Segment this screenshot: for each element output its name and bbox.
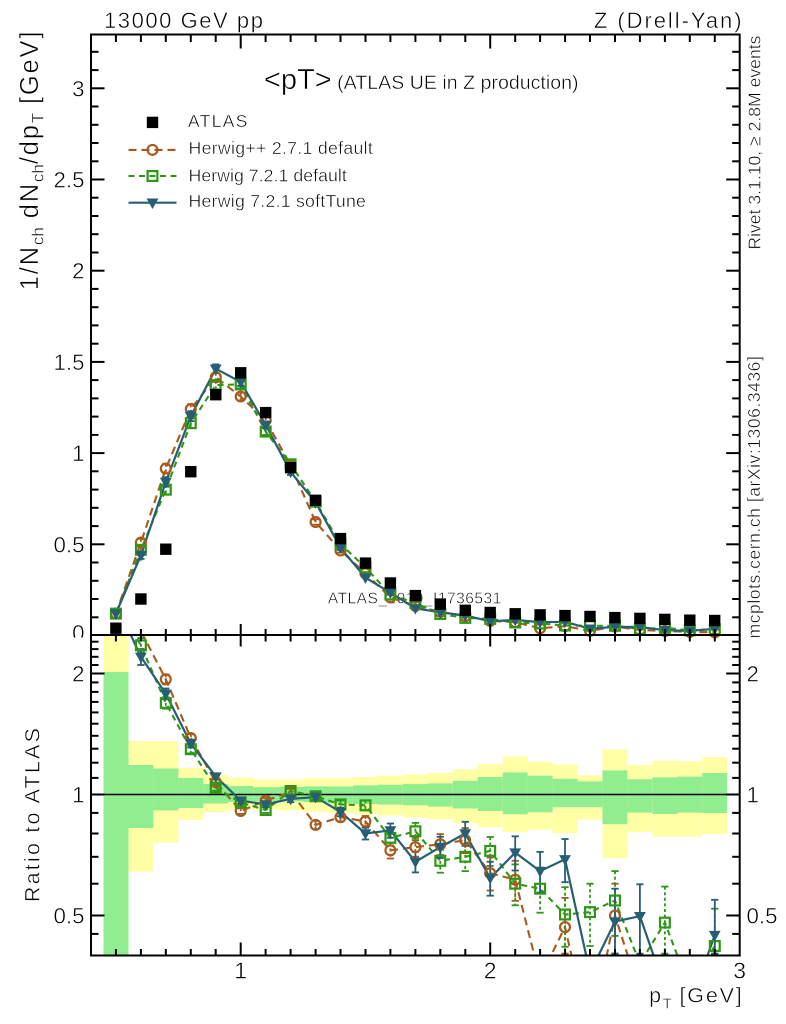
svg-text:2: 2 <box>747 662 759 687</box>
svg-text:Z (Drell-Yan): Z (Drell-Yan) <box>594 8 744 33</box>
svg-text:0.5: 0.5 <box>54 532 85 557</box>
svg-text:1: 1 <box>72 783 84 808</box>
svg-text:ATLAS: ATLAS <box>188 111 249 131</box>
svg-text:2: 2 <box>72 259 84 284</box>
svg-text:1: 1 <box>747 783 759 808</box>
svg-text:Rivet 3.1.10, ≥ 2.8M events: Rivet 3.1.10, ≥ 2.8M events <box>745 35 765 249</box>
svg-text:2: 2 <box>484 958 497 984</box>
svg-text:1: 1 <box>234 958 247 984</box>
svg-text:2.5: 2.5 <box>54 168 85 193</box>
svg-text:Herwig 7.2.1 softTune: Herwig 7.2.1 softTune <box>189 191 367 211</box>
svg-text:Herwig 7.2.1 default: Herwig 7.2.1 default <box>189 166 347 186</box>
svg-text:pT [GeV]: pT [GeV] <box>649 984 743 1013</box>
svg-text:13000 GeV pp: 13000 GeV pp <box>104 8 265 33</box>
svg-text:0.5: 0.5 <box>54 904 85 929</box>
svg-text:<pT> (ATLAS UE in Z production: <pT> (ATLAS UE in Z production) <box>264 64 579 96</box>
svg-text:3: 3 <box>733 958 746 984</box>
svg-text:1/Nch dNch/dpT [GeV]: 1/Nch dNch/dpT [GeV] <box>16 30 48 290</box>
svg-text:0: 0 <box>72 621 84 646</box>
svg-text:1.5: 1.5 <box>54 350 85 375</box>
svg-text:0.5: 0.5 <box>747 904 778 929</box>
svg-text:mcplots.cern.ch [arXiv:1306.34: mcplots.cern.ch [arXiv:1306.3436] <box>744 356 764 639</box>
svg-text:Ratio to ATLAS: Ratio to ATLAS <box>21 726 45 902</box>
svg-text:2: 2 <box>72 662 84 687</box>
svg-text:1: 1 <box>72 441 84 466</box>
svg-text:3: 3 <box>72 76 84 101</box>
svg-text:Herwig++ 2.7.1 default: Herwig++ 2.7.1 default <box>189 138 374 158</box>
